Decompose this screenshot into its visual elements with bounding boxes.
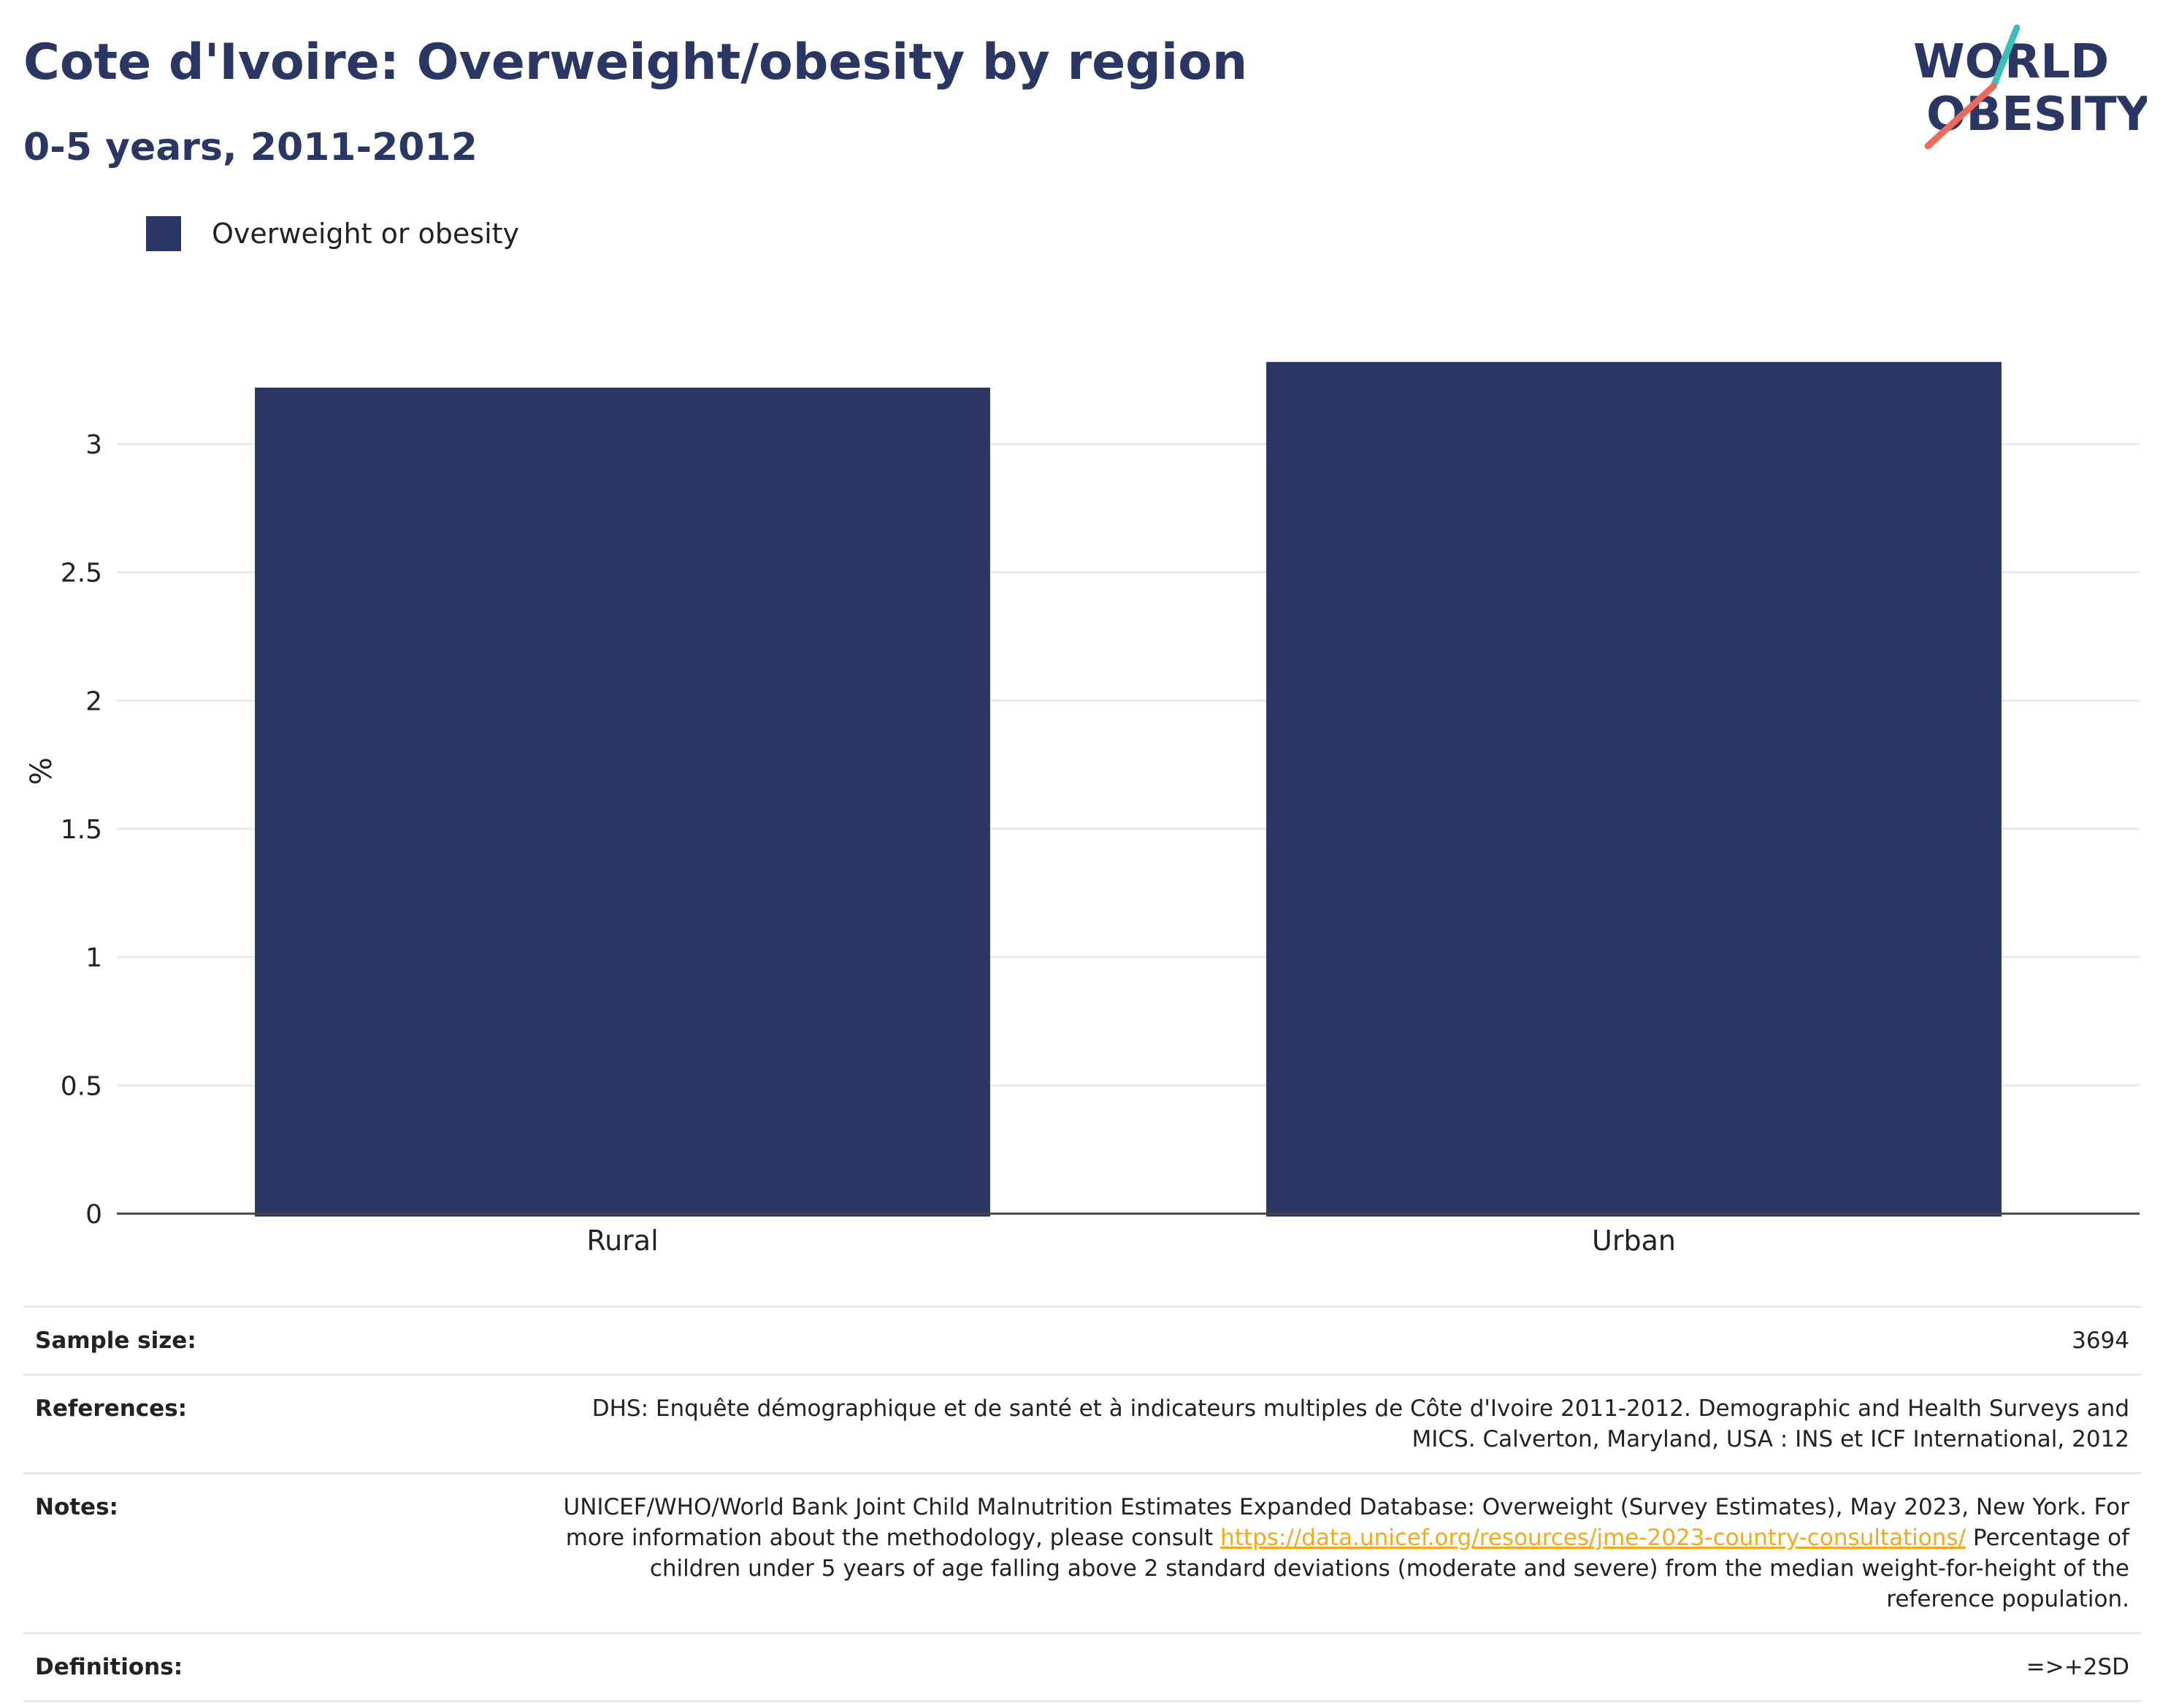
sample-size-value: 3694 xyxy=(2072,1328,2129,1354)
bar-rural[interactable] xyxy=(255,387,990,1217)
chart-subtitle: 0-5 years, 2011-2012 xyxy=(23,126,478,169)
bars xyxy=(255,361,2002,1217)
logo-slash-coral xyxy=(1924,83,1997,150)
definitions-label: Definitions: xyxy=(35,1654,183,1680)
x-tick-label: Rural xyxy=(586,1225,658,1257)
bar-urban[interactable] xyxy=(1266,361,2002,1217)
y-tick-label: 0 xyxy=(85,1200,102,1230)
legend-swatch xyxy=(146,216,181,251)
sample-size-label: Sample size: xyxy=(35,1328,196,1354)
notes-text-after: Percentage of children under 5 years of … xyxy=(649,1525,2129,1612)
axes: 0 0.5 1 1.5 2 2.5 3 Rural Urban% xyxy=(25,430,2140,1257)
notes-label: Notes: xyxy=(35,1494,118,1520)
y-tick-label: 0.5 xyxy=(61,1071,102,1101)
logo-slash-teal xyxy=(1990,24,2021,90)
y-axis-title: % xyxy=(25,757,58,785)
x-tick-label: Urban xyxy=(1592,1225,1676,1257)
y-tick-label: 2.5 xyxy=(61,559,102,589)
y-tick-label: 1.5 xyxy=(61,815,102,845)
notes-text-before: UNICEF/WHO/World Bank Joint Child Malnut… xyxy=(563,1494,2130,1551)
meta-row-notes: Notes: UNICEF/WHO/World Bank Joint Child… xyxy=(23,1472,2141,1632)
chart-legend[interactable]: Overweight or obesity xyxy=(146,216,519,251)
references-label: References: xyxy=(35,1395,188,1422)
definitions-value: =>+2SD xyxy=(2026,1654,2129,1680)
meta-row-definitions: Definitions: =>+2SD xyxy=(23,1632,2141,1702)
world-obesity-logo: WORLD OBESITY xyxy=(1913,24,2147,150)
meta-row-references: References: DHS: Enquête démographique e… xyxy=(23,1374,2141,1472)
bar-chart: 0 0.5 1 1.5 2 2.5 3 Rural Urban% xyxy=(25,361,2140,1257)
metadata-table: Sample size: 3694 References: DHS: Enquê… xyxy=(23,1306,2141,1702)
y-tick-label: 2 xyxy=(85,686,102,716)
notes-value: UNICEF/WHO/World Bank Joint Child Malnut… xyxy=(559,1492,2130,1615)
notes-link[interactable]: https://data.unicef.org/resources/jme-20… xyxy=(1220,1525,1966,1551)
y-tick-label: 3 xyxy=(85,430,102,460)
references-value: DHS: Enquête démographique et de santé e… xyxy=(591,1395,2129,1452)
y-tick-label: 1 xyxy=(85,943,102,973)
chart-title: Cote d'Ivoire: Overweight/obesity by reg… xyxy=(23,34,1248,91)
legend-label: Overweight or obesity xyxy=(212,218,520,250)
meta-row-sample-size: Sample size: 3694 xyxy=(23,1306,2141,1374)
